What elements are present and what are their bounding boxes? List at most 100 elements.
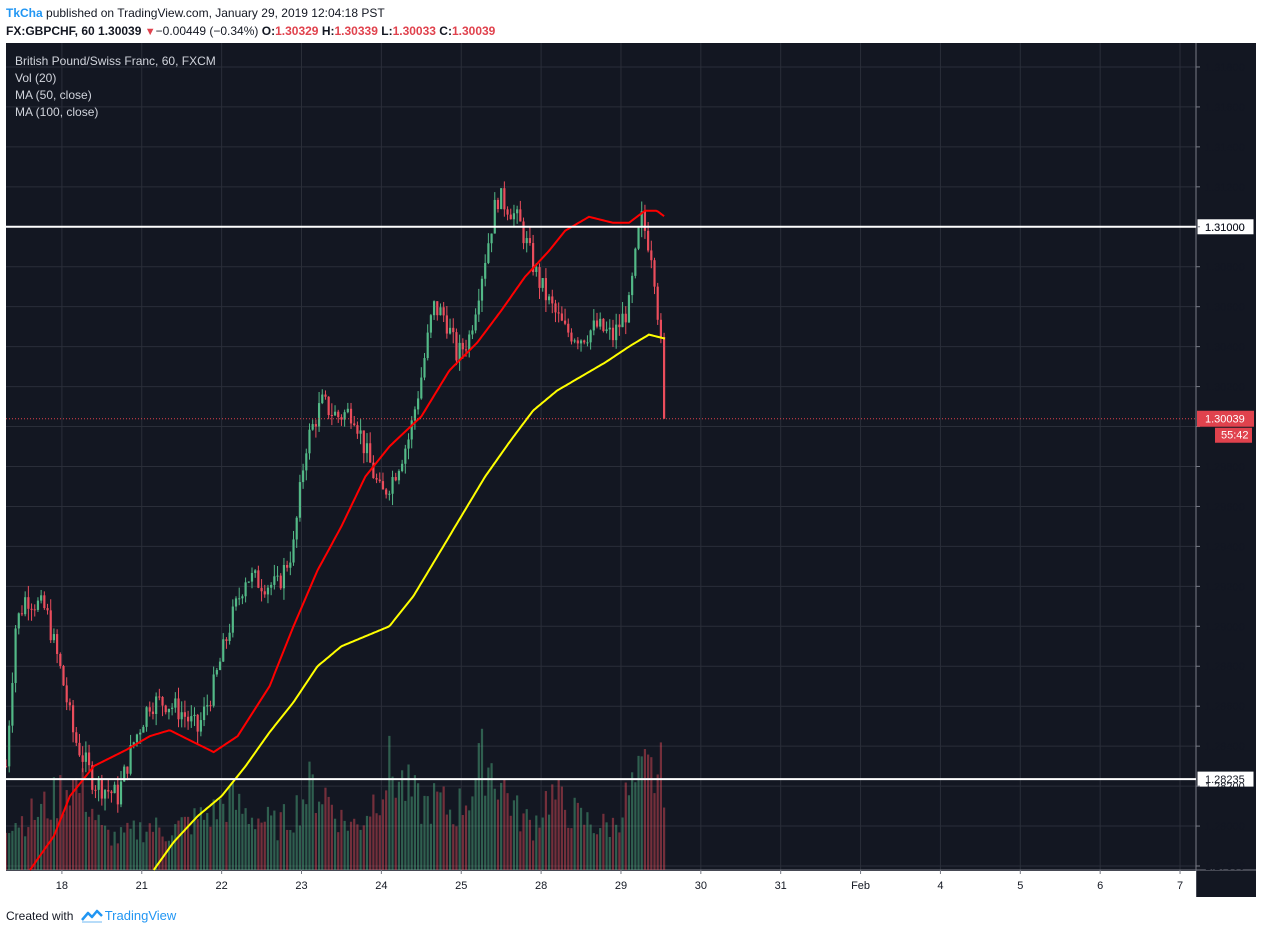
volume-bar-5 (20, 816, 24, 870)
volume-bar-144 (464, 805, 468, 870)
volume-bar-171 (551, 784, 554, 870)
volume-bar-158 (509, 815, 512, 870)
volume-bar-119 (385, 790, 388, 870)
tradingview-brand[interactable]: TradingView (104, 908, 177, 923)
candle-body-125 (404, 448, 407, 464)
candle-body-189 (608, 327, 611, 330)
price-tick-label-10: 1.29800 (1205, 461, 1245, 473)
volume-bar-30 (100, 824, 103, 870)
candle-body-120 (388, 493, 391, 495)
author-link[interactable]: TkCha (6, 6, 43, 20)
candle-body-73 (238, 598, 241, 600)
volume-bar-90 (292, 832, 295, 870)
candle-body-35 (116, 784, 119, 805)
volume-bar-120 (388, 735, 391, 870)
candle-body-111 (359, 430, 362, 434)
candle-body-148 (477, 300, 480, 315)
price-axis[interactable]: 1.27800 1.28000 1.28200 1.28400 1.28600 1.288… (1196, 62, 1254, 873)
candle-body-205 (659, 319, 662, 338)
candle-body-92 (298, 482, 302, 518)
candle-body-114 (369, 443, 372, 463)
footer: Created with TradingView (6, 908, 176, 923)
volume-bar-56 (183, 816, 186, 870)
volume-bar-115 (372, 794, 375, 870)
down-arrow-icon: ▼ (144, 26, 156, 38)
candle-body-173 (557, 312, 560, 314)
price-chart-svg[interactable]: 1.31000 1.28235 1.27800 1.28000 1.28200 1.28… (6, 43, 1256, 897)
volume-bar-134 (432, 783, 436, 870)
volume-bar-103 (333, 818, 337, 870)
time-tick-label-3: 23 (295, 880, 307, 892)
candle-body-193 (621, 313, 624, 328)
volume-bar-43 (142, 842, 145, 870)
volume-bar-98 (317, 801, 321, 870)
candle-body-17 (59, 653, 62, 666)
candle-body-141 (455, 332, 458, 361)
volume-bar-161 (519, 831, 522, 870)
candle-body-10 (36, 600, 40, 610)
volume-bar-55 (180, 817, 183, 870)
candle-body-69 (225, 639, 228, 641)
volume-bar-78 (254, 829, 257, 870)
volume-bar-95 (308, 761, 311, 870)
candle-body-15 (52, 634, 56, 641)
candle-body-138 (445, 315, 448, 334)
volume-bar-26 (87, 816, 91, 870)
candle-body-84 (273, 576, 276, 585)
candle-body-194 (624, 313, 627, 323)
open-value: 1.30329 (275, 24, 319, 38)
volume-bar-76 (247, 823, 250, 870)
high-label: H: (321, 24, 335, 38)
volume-bar-92 (298, 825, 302, 870)
candle-body-3 (14, 628, 17, 684)
price-tick-label-20: 1.31800 (1205, 62, 1245, 74)
volume-bar-185 (595, 834, 599, 870)
candle-body-57 (186, 716, 190, 722)
candle-body-43 (142, 726, 145, 733)
candle-body-95 (308, 429, 311, 454)
volume-bar-113 (365, 815, 369, 870)
time-tick-label-10: Feb (851, 880, 870, 892)
volume-bar-166 (535, 815, 538, 870)
candle-body-45 (148, 707, 151, 712)
candle-body-62 (202, 706, 206, 721)
volume-bar-21 (71, 779, 75, 870)
volume-bar-68 (222, 803, 225, 870)
time-tick-label-4: 24 (375, 880, 387, 892)
chart-area[interactable]: 1.31000 1.28235 1.27800 1.28000 1.28200 1.28… (6, 43, 1256, 897)
volume-bar-37 (123, 832, 126, 870)
volume-bar-130 (420, 823, 423, 870)
candle-body-101 (327, 396, 330, 416)
candle-body-204 (656, 286, 659, 320)
volume-bar-180 (579, 807, 583, 870)
time-axis[interactable]: 18 21 22 23 24 25 28 29 30 31 Feb 4 5 6 7 (6, 870, 1196, 897)
candle-body-117 (378, 479, 381, 482)
volume-bar-143 (461, 815, 464, 870)
volume-bar-89 (289, 830, 292, 870)
volume-bar-52 (171, 835, 174, 870)
volume-bar-69 (225, 821, 228, 870)
volume-bar-148 (477, 743, 480, 870)
volume-bar-190 (611, 817, 615, 870)
candle-body-72 (234, 598, 238, 607)
volume-bar-179 (576, 802, 579, 870)
candle-body-107 (346, 408, 349, 413)
candle-body-197 (634, 248, 637, 276)
candle-body-66 (215, 669, 218, 675)
candle-body-201 (647, 230, 650, 251)
candle-body-122 (394, 477, 397, 481)
price-tick-label-15: 1.30800 (1205, 262, 1245, 274)
candle-body-19 (65, 685, 68, 703)
candle-body-18 (62, 665, 65, 686)
candle-body-54 (177, 698, 180, 720)
candle-body-87 (282, 564, 286, 589)
published-text: published on TradingView.com, January 29… (42, 6, 385, 20)
candle-body-123 (397, 471, 401, 481)
volume-bar-83 (270, 815, 273, 870)
candle-body-83 (270, 584, 273, 588)
created-with-text: Created with (6, 909, 74, 923)
volume-bar-63 (206, 813, 209, 870)
tradingview-logo-icon[interactable] (80, 909, 103, 923)
volume-bar-142 (458, 788, 461, 870)
price-tick-label-19: 1.31600 (1205, 102, 1245, 114)
